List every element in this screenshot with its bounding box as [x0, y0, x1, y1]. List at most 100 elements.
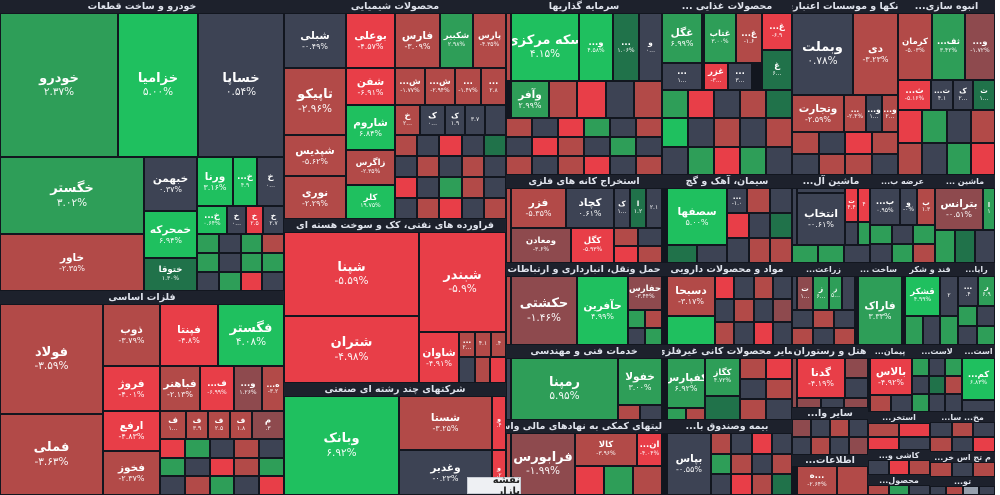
tile-small[interactable]	[870, 395, 891, 412]
tile-small[interactable]	[633, 466, 662, 495]
tile[interactable]: ... ۳...	[728, 63, 752, 90]
tile-small[interactable]	[976, 306, 995, 326]
sector-header[interactable]: بیمه وصندوق با...	[662, 420, 792, 433]
tile-small[interactable]	[834, 310, 855, 328]
tile[interactable]: ۲	[940, 276, 958, 316]
tile-small[interactable]	[748, 213, 771, 238]
tile-small[interactable]	[549, 81, 578, 118]
tile[interactable]: ۳.۷	[465, 105, 485, 135]
tile-small[interactable]	[731, 474, 752, 495]
sector-header[interactable]: کاشی و...	[868, 450, 930, 460]
tile-small[interactable]	[714, 90, 740, 119]
tile-small[interactable]	[834, 327, 855, 345]
tile-small[interactable]	[930, 422, 952, 437]
tile-small[interactable]	[483, 198, 506, 219]
tile[interactable]: ۴	[858, 188, 870, 222]
sector-header[interactable]: ماشین ...	[935, 175, 995, 188]
tile[interactable]: ک ۱.۹	[445, 105, 465, 135]
tile-small[interactable]	[740, 90, 766, 119]
tile-small[interactable]	[922, 316, 941, 345]
sector-header[interactable]: محصولات غذایی ...	[662, 0, 792, 13]
tile[interactable]: ر ۶.۹	[978, 276, 995, 306]
tile[interactable]: ت ۴.۴	[845, 188, 858, 222]
tile-small[interactable]	[727, 238, 749, 263]
tile[interactable]: و -۰%	[900, 188, 917, 225]
tile-small[interactable]	[772, 276, 792, 299]
tile[interactable]: خفولا ۳.۰۰%	[618, 358, 662, 405]
tile[interactable]: خزامیا ۵.۰۰%	[118, 13, 198, 157]
tile[interactable]: وآفر ۲.۹۹%	[511, 81, 549, 118]
tile-small[interactable]	[209, 457, 235, 477]
tile-small[interactable]	[240, 234, 263, 253]
tile[interactable]: فملی -۳.۶۳%	[0, 414, 103, 495]
tile-small[interactable]	[259, 476, 284, 495]
tile-small[interactable]	[197, 234, 219, 253]
tile[interactable]: و ۰...	[639, 13, 662, 81]
tile-small[interactable]	[259, 457, 284, 477]
tile-small[interactable]	[711, 433, 732, 454]
tile-small[interactable]	[930, 486, 947, 495]
sector-header[interactable]: لاست...	[912, 345, 962, 358]
tile-small[interactable]	[753, 276, 773, 299]
tile-small[interactable]	[506, 276, 511, 345]
tile-small[interactable]	[662, 146, 688, 175]
tile-small[interactable]	[731, 433, 752, 454]
tile-small[interactable]	[909, 460, 930, 475]
tile-small[interactable]	[792, 437, 811, 455]
tile[interactable]: ان... -۴.۰۴%	[637, 433, 662, 466]
tile-small[interactable]	[930, 462, 952, 477]
tile-small[interactable]	[640, 405, 662, 420]
tile-small[interactable]	[417, 177, 440, 198]
tile-small[interactable]	[234, 476, 260, 495]
tile-small[interactable]	[461, 135, 484, 156]
tile[interactable]: حکشتی -۱.۴۶%	[511, 276, 577, 345]
tile-small[interactable]	[461, 177, 484, 198]
tile[interactable]: بالاس -۴.۹۲%	[870, 358, 912, 395]
tile[interactable]: ... -۲.۴%	[844, 95, 866, 132]
tile[interactable]: کفپارس۶.۹۲%	[667, 358, 705, 408]
tile-small[interactable]	[667, 245, 697, 263]
sector-header[interactable]: فلزات اساسی	[0, 291, 284, 304]
tile[interactable]: بترانس -۰.۵۱%	[935, 188, 983, 230]
tile-small[interactable]	[849, 419, 868, 437]
tile[interactable]: وبملت ۰.۷۸%	[792, 13, 853, 95]
tile-small[interactable]	[490, 357, 506, 383]
tile-small[interactable]	[506, 137, 532, 156]
tile[interactable]: فگستر ۴.۰۸%	[218, 304, 284, 366]
tile-small[interactable]	[197, 253, 219, 272]
tile-small[interactable]	[898, 142, 923, 175]
tile-small[interactable]	[740, 118, 766, 147]
tile-small[interactable]	[483, 135, 506, 156]
tile[interactable]: سصفها ۵.۰۰%	[667, 188, 727, 245]
tile-small[interactable]	[395, 198, 418, 219]
tile-small[interactable]	[898, 110, 923, 143]
tile[interactable]: شستا -۳.۲۵%	[399, 396, 492, 450]
tile[interactable]: خ ۰...	[257, 157, 284, 206]
tile-small[interactable]	[811, 419, 830, 437]
tile-small[interactable]	[909, 485, 930, 495]
tile-small[interactable]	[830, 437, 849, 455]
tile-small[interactable]	[395, 156, 418, 177]
tile-small[interactable]	[970, 142, 995, 175]
tile-small[interactable]	[912, 376, 929, 394]
tile-small[interactable]	[218, 272, 241, 291]
tile-small[interactable]	[922, 142, 947, 175]
tile[interactable]: ۲.۱	[646, 188, 662, 228]
tile[interactable]: ث ۱...	[973, 80, 995, 110]
tile-small[interactable]	[558, 137, 584, 156]
tile-small[interactable]	[485, 105, 506, 135]
sector-header[interactable]: رایا...	[958, 263, 995, 276]
tile-small[interactable]	[740, 399, 766, 420]
tile-small[interactable]	[628, 310, 645, 328]
sector-header[interactable]: ساخت ...	[855, 263, 902, 276]
tile[interactable]: فباهنر -۲.۱۳%	[160, 366, 200, 411]
tile-small[interactable]	[461, 156, 484, 177]
tile[interactable]: فاراک ۳.۳۳%	[858, 276, 902, 345]
tile-small[interactable]	[818, 153, 845, 175]
tile[interactable]: فزر -۵.۳۵%	[511, 188, 566, 228]
tile[interactable]: شفن -۶.۹۱%	[346, 68, 395, 105]
tile[interactable]: ۴.۱	[475, 332, 491, 357]
tile-small[interactable]	[240, 272, 263, 291]
tile[interactable]: ک ۰...	[420, 105, 445, 135]
